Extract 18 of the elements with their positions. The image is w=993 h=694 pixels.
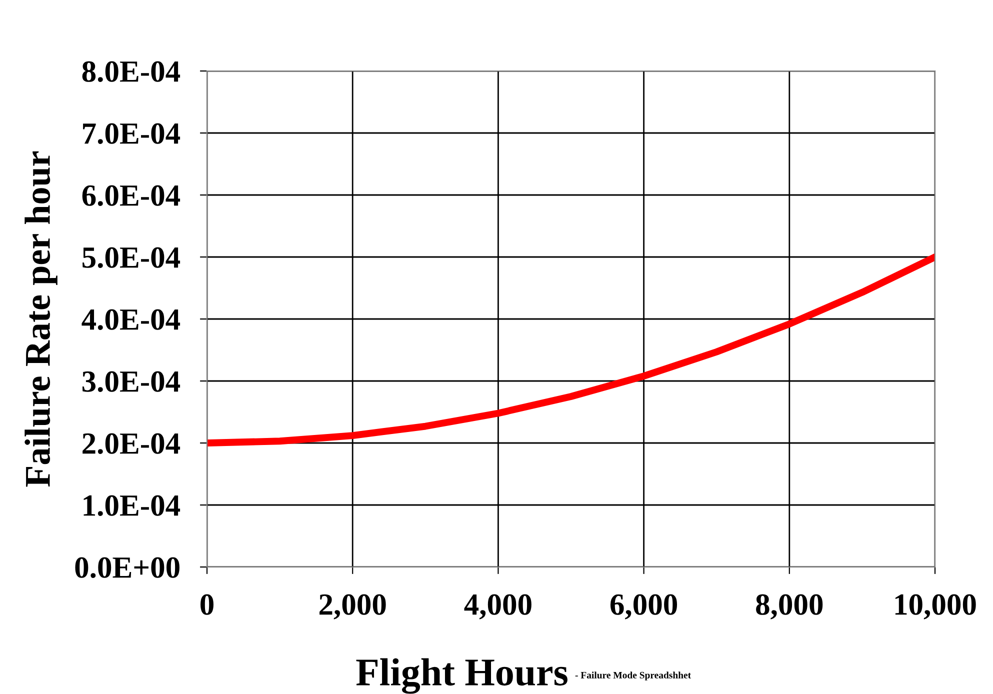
y-tick-label: 6.0E-04 bbox=[82, 185, 180, 206]
y-tick-label: 1.0E-04 bbox=[84, 495, 180, 516]
y-axis-title: Failure Rate per hour bbox=[24, 151, 58, 487]
x-tick-label: 4,000 bbox=[464, 594, 532, 620]
x-tick-label: 10,000 bbox=[895, 594, 976, 620]
y-tick-label: 5.0E-04 bbox=[82, 247, 180, 268]
y-tick-label: 0.0E+00 bbox=[75, 557, 180, 578]
y-tick-label: 3.0E-04 bbox=[82, 371, 180, 392]
y-tick-label: 8.0E-04 bbox=[82, 61, 180, 82]
x-tick-label: 0 bbox=[200, 594, 214, 615]
x-axis-title: Flight Hours bbox=[356, 658, 568, 694]
x-tick-label: 2,000 bbox=[320, 594, 386, 620]
y-tick-label: 7.0E-04 bbox=[83, 123, 180, 144]
y-tick-label: 2.0E-04 bbox=[82, 433, 180, 454]
y-tick-label: 4.0E-04 bbox=[82, 309, 180, 330]
text: - Failure Mode Spreadshhet bbox=[575, 672, 692, 680]
x-tick-label: 8,000 bbox=[756, 594, 823, 620]
x-tick-label: 6,000 bbox=[610, 594, 678, 620]
